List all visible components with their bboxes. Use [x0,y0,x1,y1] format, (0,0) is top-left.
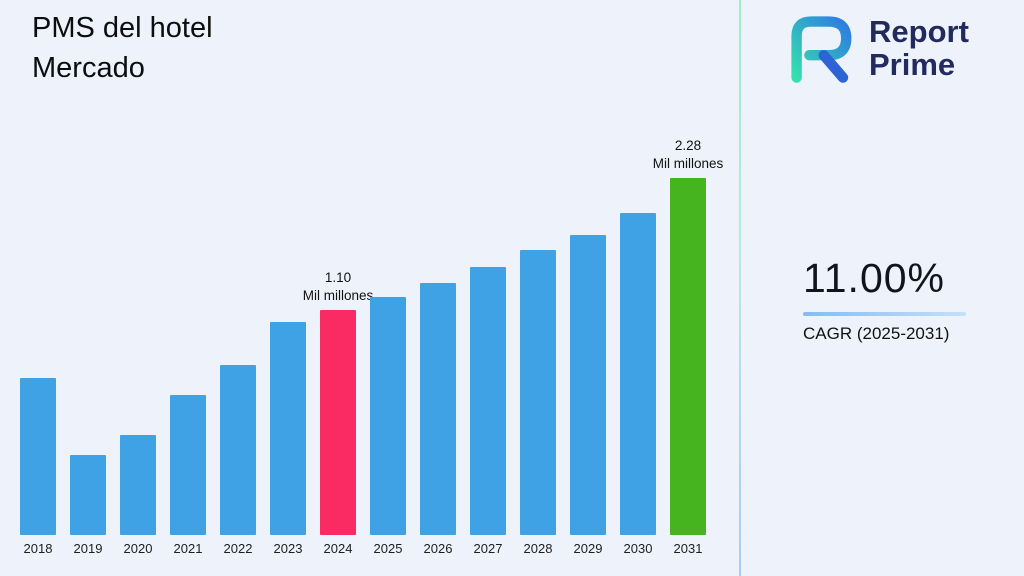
bar-2031 [670,178,706,535]
bar-2020 [120,435,156,535]
bar-column-2027: 2027 [470,267,506,556]
bar-column-2024: 1.10 Mil millones 2024 [303,269,374,556]
bar-column-2018: 2018 [20,378,56,556]
x-tick-2021: 2021 [173,541,203,556]
x-tick-2028: 2028 [523,541,553,556]
x-tick-2019: 2019 [73,541,103,556]
x-tick-2020: 2020 [123,541,153,556]
x-tick-2022: 2022 [223,541,253,556]
bar-2022 [220,365,256,535]
x-tick-2026: 2026 [423,541,453,556]
bar-2029 [570,235,606,535]
panel-divider [739,0,741,576]
bar-2024 [320,310,356,535]
brand-name: Report Prime [869,13,969,82]
page-title-line1: PMS del hotel [32,12,213,44]
x-tick-2027: 2027 [473,541,503,556]
bar-column-2023: 2023 [270,322,306,556]
x-tick-2030: 2030 [623,541,653,556]
bar-column-2021: 2021 [170,395,206,556]
cagr-caption: CAGR (2025-2031) [803,324,950,343]
bar-2019 [70,455,106,535]
bar-column-2022: 2022 [220,365,256,556]
cagr-stat: 11.00% CAGR (2025-2031) [803,255,966,344]
bar-column-2026: 2026 [420,283,456,556]
brand-logo: Report Prime [779,12,969,84]
bar-2021 [170,395,206,535]
x-tick-2018: 2018 [23,541,53,556]
page-title-line2: Mercado [32,52,145,85]
bar-column-2020: 2020 [120,435,156,556]
bar-2026 [420,283,456,535]
brand-name-line1: Report [869,13,969,49]
x-tick-2024: 2024 [323,541,353,556]
bar-2027 [470,267,506,535]
bar-column-2028: 2028 [520,250,556,556]
x-tick-2031: 2031 [673,541,703,556]
bar-2028 [520,250,556,535]
bar-2018 [20,378,56,535]
bar-value-label-2031: 2.28 Mil millones [652,137,724,171]
bar-column-2030: 2030 [620,213,656,556]
bar-column-2025: 2025 [370,297,406,556]
x-tick-2029: 2029 [573,541,603,556]
bar-2023 [270,322,306,535]
bar-chart: 2018 2019 2020 2021 2022 2023 1.10 Mil millones… [20,137,724,556]
bar-2025 [370,297,406,535]
x-tick-2023: 2023 [273,541,303,556]
report-prime-logo-icon [779,12,859,84]
bar-column-2029: 2029 [570,235,606,556]
bar-column-2031: 2.28 Mil millones 2031 [653,137,724,556]
stat-underline [803,312,966,316]
x-tick-2025: 2025 [373,541,403,556]
brand-name-line2: Prime [869,47,956,82]
cagr-value: 11.00% [803,255,946,301]
bar-2030 [620,213,656,535]
bar-value-label-2024: 1.10 Mil millones [302,269,374,303]
page-title: PMS del hotel Mercado [32,8,213,88]
bar-column-2019: 2019 [70,455,106,556]
